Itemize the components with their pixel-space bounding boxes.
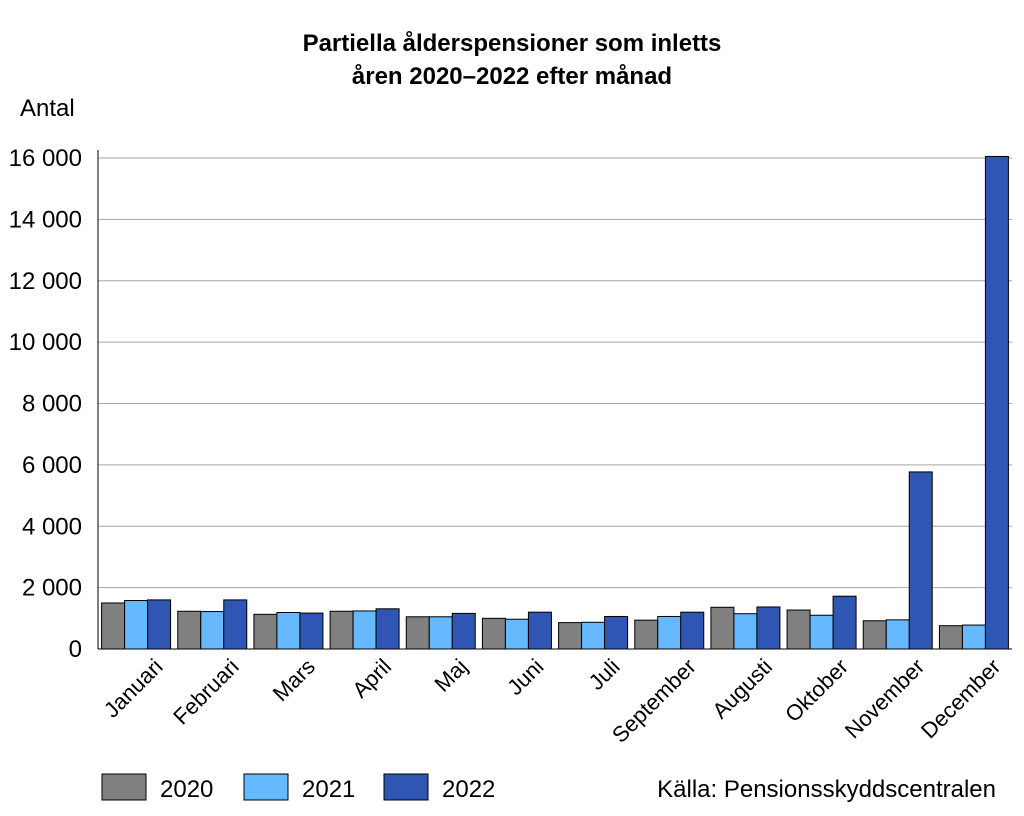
legend-label-2022: 2022 (442, 776, 495, 803)
y-tick-label: 10 000 (9, 329, 82, 356)
chart-title: Partiella ålderspensioner som inletts år… (303, 30, 722, 90)
bar-2020-augusti (710, 606, 735, 650)
bar-2020-september (634, 619, 659, 650)
gridlines (98, 157, 1012, 589)
bar-2021-juni (504, 618, 529, 650)
bar-2021-april (352, 610, 377, 650)
y-axis-ticks: 0 2 000 4 000 6 000 8 000 10 000 12 000 14 000 1… (9, 145, 82, 663)
x-category-label: Augusti (707, 654, 777, 724)
y-tick-label: 0 (69, 636, 82, 663)
bar-2022-mars (299, 612, 324, 650)
bar-2021-februari (200, 611, 225, 650)
bar-2020-juli (558, 622, 583, 650)
bar-2022-september (680, 611, 705, 650)
x-category-label: Januari (99, 654, 168, 723)
legend-swatch-2021 (243, 773, 289, 801)
x-category-label: Februari (168, 654, 244, 730)
bar-2020-november (862, 620, 887, 650)
bar-2021-januari (124, 600, 149, 650)
bar-2022-januari (147, 599, 172, 650)
bar-2022-oktober (832, 595, 857, 650)
y-tick-label: 14 000 (9, 206, 82, 233)
bar-2022-augusti (756, 606, 781, 650)
x-category-label: November (840, 654, 929, 743)
bar-2022-juni (527, 611, 552, 650)
x-category-label: Juni (502, 654, 548, 700)
x-category-label: Mars (268, 654, 320, 706)
x-category-label: Juli (584, 654, 625, 695)
x-category-label: September (607, 654, 701, 748)
bar-2022-juli (604, 615, 629, 650)
bar-2020-juni (481, 617, 506, 650)
bars (101, 155, 1009, 650)
x-category-label: Maj (430, 654, 473, 697)
x-axis-categories: Januari Februari Mars April Maj Juni JuliSepte… (99, 654, 1006, 748)
x-category-label: April (347, 654, 396, 703)
legend-swatch-2022 (383, 773, 429, 801)
y-axis-label: Antal (20, 95, 75, 122)
bar-2022-april (375, 608, 400, 650)
bar-2020-maj (405, 616, 430, 650)
bar-2020-oktober (786, 609, 811, 650)
bar-2022-december (984, 155, 1009, 650)
chart-title-line-2: åren 2020–2022 efter månad (352, 63, 672, 90)
source-note: Källa: Pensionsskyddscentralen (657, 776, 996, 803)
y-tick-label: 4 000 (22, 513, 82, 540)
legend-label-2021: 2021 (302, 776, 355, 803)
bar-2021-juli (581, 621, 606, 650)
y-tick-label: 6 000 (22, 452, 82, 479)
bar-2021-mars (276, 611, 301, 650)
bar-2020-februari (177, 610, 202, 650)
y-tick-label: 12 000 (9, 268, 82, 295)
legend-label-2020: 2020 (160, 776, 213, 803)
bar-2021-augusti (733, 613, 758, 650)
chart-title-line-1: Partiella ålderspensioner som inletts (303, 30, 722, 57)
bar-2021-september (657, 615, 682, 650)
bar-2020-april (329, 610, 354, 650)
x-category-label: December (916, 654, 1005, 743)
axes (97, 150, 1012, 650)
bar-2021-maj (428, 616, 453, 650)
legend-swatch-2020 (101, 773, 147, 801)
bar-2022-maj (451, 612, 476, 650)
bar-2021-oktober (809, 614, 834, 650)
y-tick-label: 8 000 (22, 391, 82, 418)
bar-2020-mars (253, 613, 278, 650)
bar-2021-december (961, 624, 986, 650)
bar-2022-februari (223, 599, 248, 650)
bar-2020-december (938, 625, 963, 650)
bar-2021-november (885, 619, 910, 650)
y-tick-label: 16 000 (9, 145, 82, 172)
y-tick-label: 2 000 (22, 575, 82, 602)
x-category-label: Oktober (780, 654, 853, 727)
bar-2020-januari (101, 602, 126, 650)
legend: 2020 2021 2022 (101, 773, 495, 803)
bar-2022-november (908, 471, 933, 650)
